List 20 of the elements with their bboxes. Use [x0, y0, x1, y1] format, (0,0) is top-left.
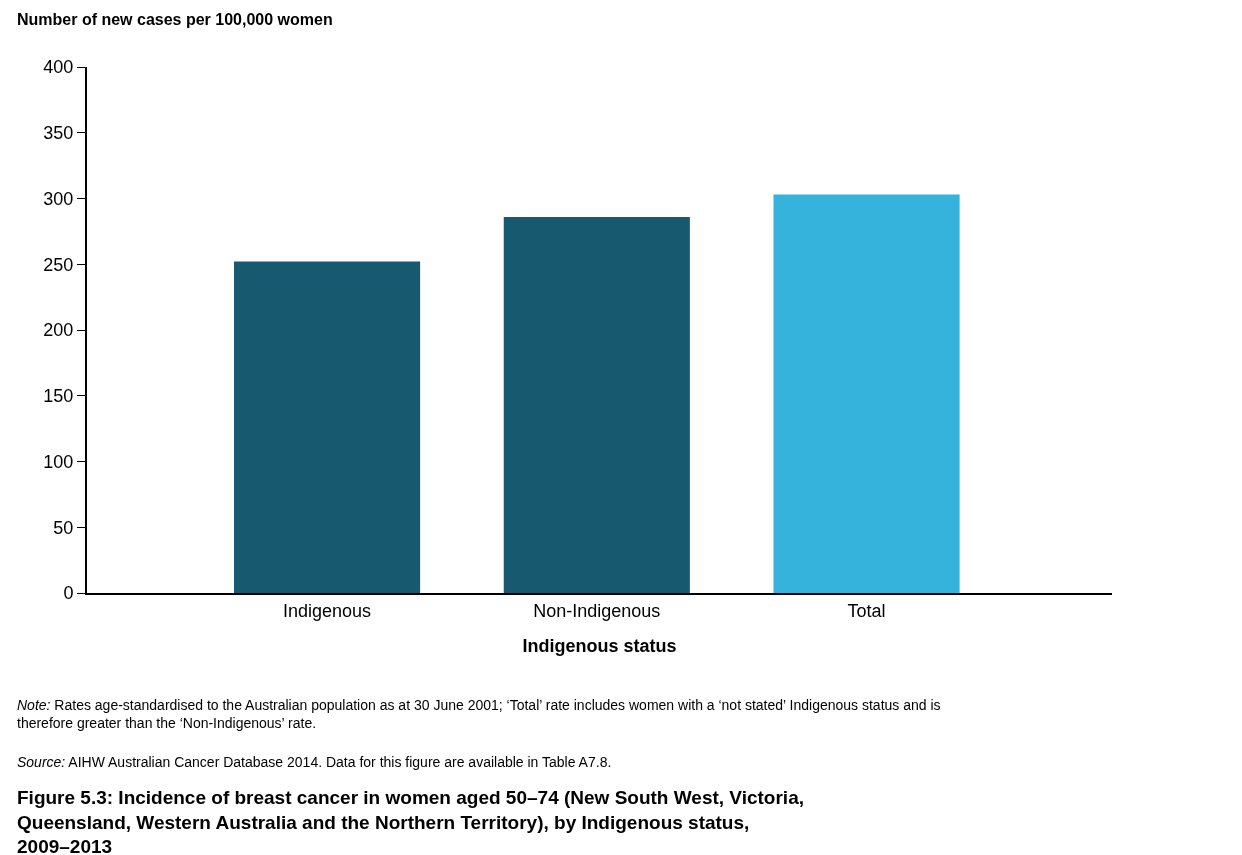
y-tick-label: 200 [43, 320, 74, 341]
y-tick-label: 350 [43, 123, 74, 144]
y-tick-label: 50 [53, 517, 74, 538]
x-tick-label: Non-Indigenous [533, 600, 661, 621]
y-tick-label: 100 [43, 451, 74, 472]
bar [234, 261, 421, 593]
y-tick-label: 300 [43, 188, 74, 209]
x-axis-title: Indigenous status [522, 636, 677, 657]
source-note: Source: AIHW Australian Cancer Database 2014. Data for this figure are available in Table A7.8. [17, 754, 612, 770]
text: Figure 5.3: Incidence of breast cancer in women aged 50–74 (New South West, Victoria, Queensland, Western Australia and the Northern Territory), by Indigenous status, 2009–2013 [17, 787, 804, 855]
y-axis-title: Number of new cases per 100,000 women [17, 11, 333, 28]
y-tick-label: 150 [43, 386, 74, 407]
x-tick-label: Indigenous [283, 600, 372, 621]
x-tick-label: Total [847, 600, 886, 621]
y-tick-label: 250 [43, 254, 74, 275]
bar [773, 194, 960, 593]
bar [503, 216, 690, 593]
y-tick-label: 400 [43, 57, 74, 78]
text: Note: Rates age-standardised to the Australian population as at 30 June 2001; ‘Total’ rate includes women with a ‘not stated’ Indigenous status and is therefore greater than the ‘Non-Indigenous’ rate. [17, 697, 941, 732]
y-tick-label: 0 [63, 583, 74, 604]
